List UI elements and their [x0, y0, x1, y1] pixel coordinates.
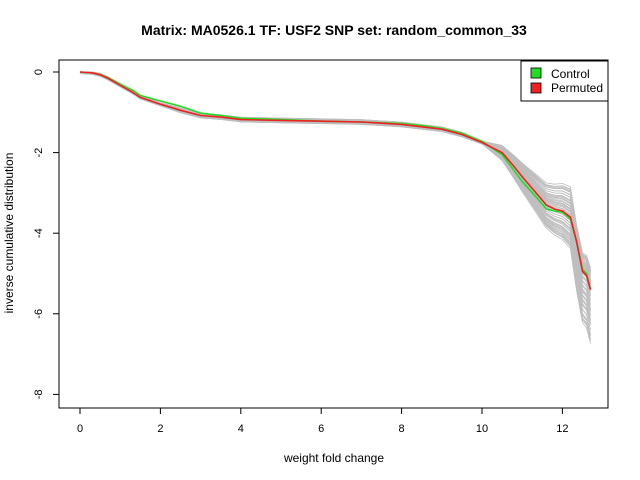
series-lines — [79, 71, 592, 290]
y-axis-label: inverse cumulative distribution — [2, 153, 16, 314]
x-tick-label: 12 — [556, 423, 568, 435]
x-tick-label: 8 — [399, 423, 405, 435]
x-tick-label: 0 — [77, 423, 83, 435]
plot-frame — [58, 59, 609, 409]
y-tick-label: -4 — [33, 228, 45, 238]
series-line-permuted — [79, 71, 592, 290]
legend-label-control: Control — [551, 67, 590, 81]
y-tick-label: -2 — [33, 148, 45, 158]
x-tick-label: 4 — [238, 423, 244, 435]
x-tick-label: 6 — [318, 423, 324, 435]
series-line-control — [79, 71, 592, 290]
legend-label-permuted: Permuted — [551, 81, 603, 95]
x-tick-label: 10 — [476, 423, 488, 435]
y-tick-label: -8 — [33, 390, 45, 400]
y-tick-label: -6 — [33, 309, 45, 319]
y-tick-label: 0 — [33, 69, 45, 75]
legend-swatch-permuted — [530, 82, 542, 94]
legend-swatch-control — [530, 67, 542, 79]
chart-title: Matrix: MA0526.1 TF: USF2 SNP set: rando… — [141, 22, 527, 38]
x-axis-label: weight fold change — [283, 451, 384, 465]
y-axis: 0 -2 -4 -6 -8 — [33, 69, 59, 399]
x-axis: 0 2 4 6 8 10 12 — [77, 408, 569, 435]
legend: Control Permuted — [520, 60, 609, 102]
x-tick-label: 2 — [157, 423, 163, 435]
